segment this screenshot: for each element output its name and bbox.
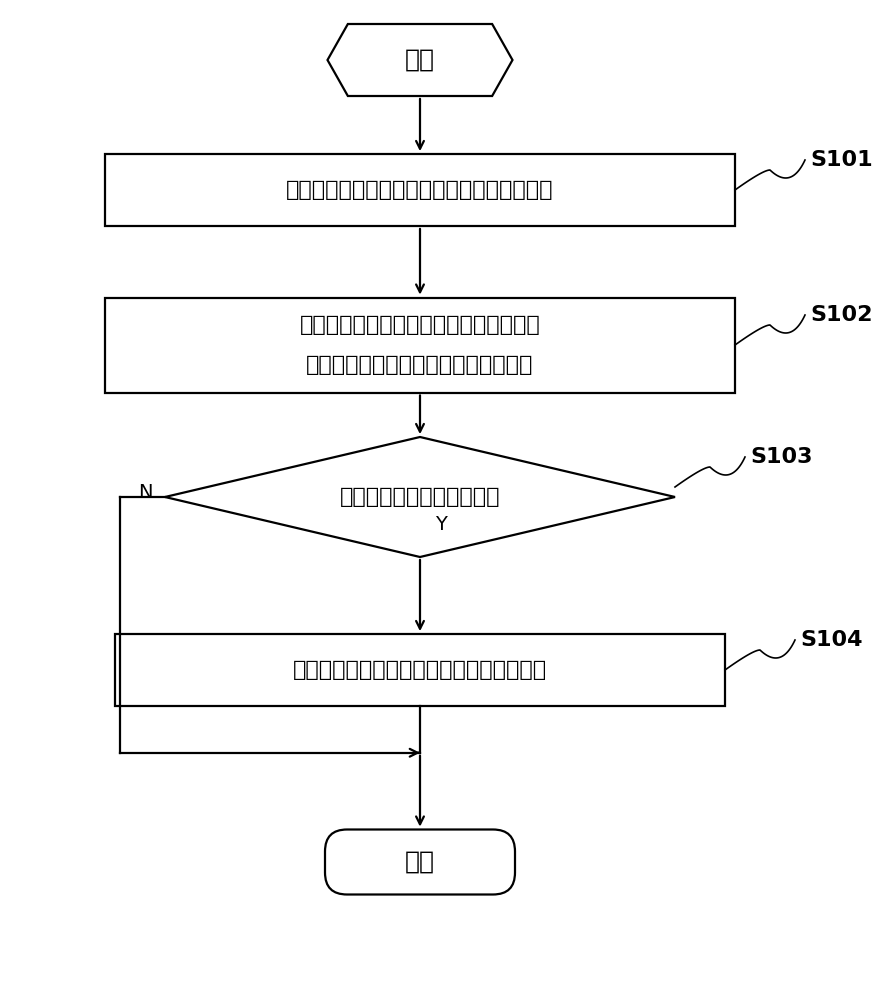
Text: S101: S101 — [810, 150, 873, 170]
FancyBboxPatch shape — [325, 830, 515, 894]
Polygon shape — [165, 437, 675, 557]
Bar — [105, 154, 735, 226]
Bar — [105, 298, 735, 392]
Text: 开始: 开始 — [405, 48, 435, 72]
Text: 需要调整定向天线的朝向？: 需要调整定向天线的朝向？ — [340, 487, 500, 507]
Text: N: N — [138, 483, 153, 502]
Text: 将定向天线的朝向调整至上述当前最佳朝向: 将定向天线的朝向调整至上述当前最佳朝向 — [293, 660, 547, 680]
Text: 根据所述通信卫星和定向天线的当前地理: 根据所述通信卫星和定向天线的当前地理 — [300, 315, 541, 335]
Text: 结束: 结束 — [405, 850, 435, 874]
Text: S102: S102 — [810, 305, 873, 325]
Bar — [115, 634, 725, 706]
Text: S104: S104 — [800, 630, 863, 650]
Text: 位置确定所述定向天线的当前最佳朝向: 位置确定所述定向天线的当前最佳朝向 — [306, 355, 534, 375]
Text: S103: S103 — [750, 447, 812, 467]
Text: 分别确定通信卫星和定向天线的当前地理位置: 分别确定通信卫星和定向天线的当前地理位置 — [286, 180, 554, 200]
Text: Y: Y — [435, 516, 447, 534]
Polygon shape — [327, 24, 512, 96]
